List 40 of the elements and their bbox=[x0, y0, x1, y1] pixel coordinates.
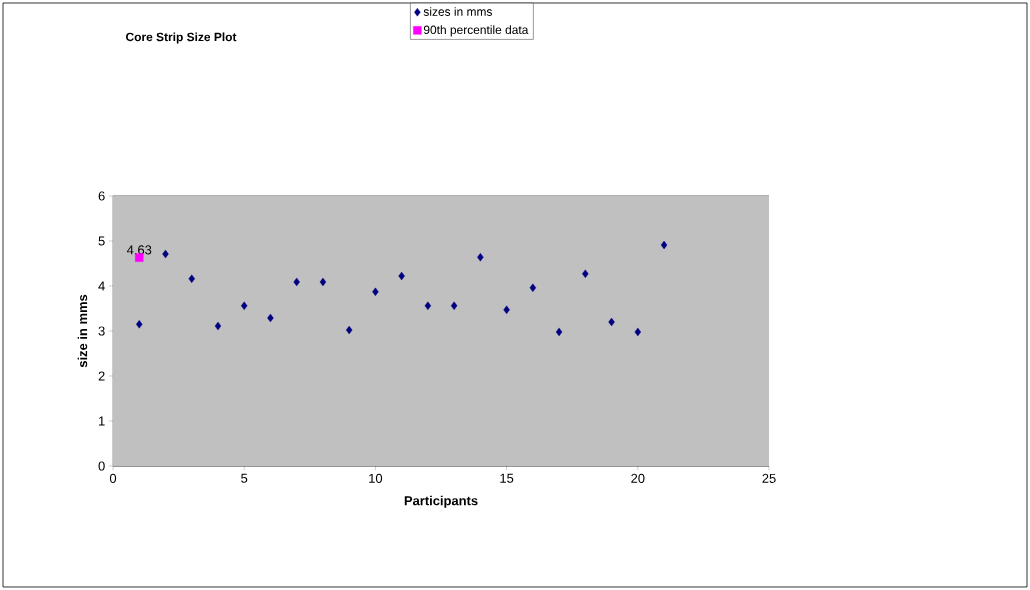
point bbox=[293, 277, 300, 287]
point bbox=[660, 240, 668, 250]
x-tick-label: 5 bbox=[241, 473, 248, 483]
y-tick-label: 0 bbox=[98, 461, 105, 471]
point bbox=[319, 277, 327, 287]
x-tick-label: 25 bbox=[762, 473, 776, 483]
point bbox=[188, 274, 195, 283]
x-tick-label: 10 bbox=[369, 473, 383, 483]
point bbox=[424, 301, 432, 310]
x-axis-title: Participants bbox=[404, 495, 478, 508]
chart-title: Core Strip Size Plot bbox=[126, 32, 237, 44]
point bbox=[582, 269, 589, 279]
x-tick-label: 20 bbox=[631, 473, 645, 483]
y-tick-label: 5 bbox=[98, 236, 105, 246]
point bbox=[241, 301, 248, 310]
y-tick-label: 6 bbox=[98, 191, 105, 201]
point bbox=[398, 271, 405, 281]
point bbox=[214, 321, 222, 331]
point bbox=[345, 325, 353, 335]
point bbox=[136, 320, 143, 329]
point bbox=[634, 327, 642, 337]
legend-label: 90th percentile data bbox=[423, 25, 529, 37]
data-label: 4.63 bbox=[126, 245, 152, 255]
x-tick-label: 0 bbox=[109, 473, 117, 483]
point bbox=[450, 301, 458, 310]
point bbox=[372, 287, 379, 297]
point bbox=[477, 252, 484, 262]
point bbox=[503, 305, 510, 315]
y-tick-label: 3 bbox=[98, 326, 105, 336]
y-tick-label: 2 bbox=[98, 371, 105, 381]
point bbox=[555, 327, 563, 337]
y-tick-label: 1 bbox=[99, 416, 105, 426]
y-tick-label: 4 bbox=[98, 281, 105, 291]
y-axis-title: size in mms bbox=[77, 294, 88, 368]
x-tick-label: 15 bbox=[500, 473, 514, 483]
legend-label: sizes in mms bbox=[423, 7, 492, 16]
point bbox=[529, 283, 537, 292]
point bbox=[162, 249, 169, 259]
point bbox=[267, 313, 274, 323]
point bbox=[608, 317, 615, 327]
